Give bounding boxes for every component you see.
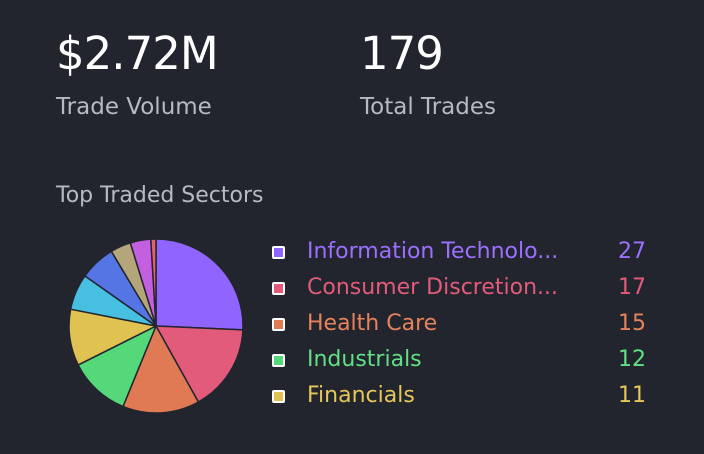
sector-pie-chart (68, 238, 244, 414)
trade-volume-value: $2.72M (56, 27, 219, 80)
legend-swatch (272, 389, 285, 403)
sector-legend: Information Technolo... 27 Consumer Discre… (272, 234, 650, 414)
legend-swatch (272, 281, 285, 295)
legend-value: 11 (618, 383, 646, 408)
legend-label: Consumer Discretion... (307, 275, 559, 300)
legend-value: 27 (618, 239, 646, 264)
total-trades-value: 179 (360, 27, 444, 80)
total-trades-label: Total Trades (360, 94, 496, 120)
legend-label: Health Care (307, 311, 438, 336)
legend-value: 17 (618, 275, 646, 300)
legend-value: 12 (618, 347, 646, 372)
legend-swatch (272, 317, 285, 331)
legend-swatch (272, 245, 285, 259)
top-sectors-title: Top Traded Sectors (56, 183, 264, 208)
legend-item[interactable]: Consumer Discretion... 17 (272, 270, 650, 306)
legend-value: 15 (618, 311, 646, 336)
pie-slice-4[interactable] (77, 325, 157, 408)
legend-item[interactable]: Health Care 15 (272, 306, 650, 342)
legend-item[interactable]: Information Technolo... 27 (272, 234, 650, 270)
legend-label: Industrials (307, 347, 422, 372)
total-trades-stat: 179 Total Trades (360, 28, 496, 122)
legend-item[interactable]: Financials 11 (272, 378, 650, 414)
pie-slice-2[interactable] (155, 325, 244, 403)
legend-label: Financials (307, 383, 415, 408)
trade-volume-stat: $2.72M Trade Volume (56, 27, 219, 122)
legend-swatch (272, 353, 285, 367)
trade-volume-label: Trade Volume (56, 94, 212, 120)
legend-item[interactable]: Industrials 12 (272, 342, 650, 378)
pie-slice-3[interactable] (122, 325, 200, 414)
pie-slice-10[interactable] (150, 238, 157, 327)
legend-label: Information Technolo... (307, 239, 559, 264)
pie-slice-1[interactable] (155, 238, 244, 331)
